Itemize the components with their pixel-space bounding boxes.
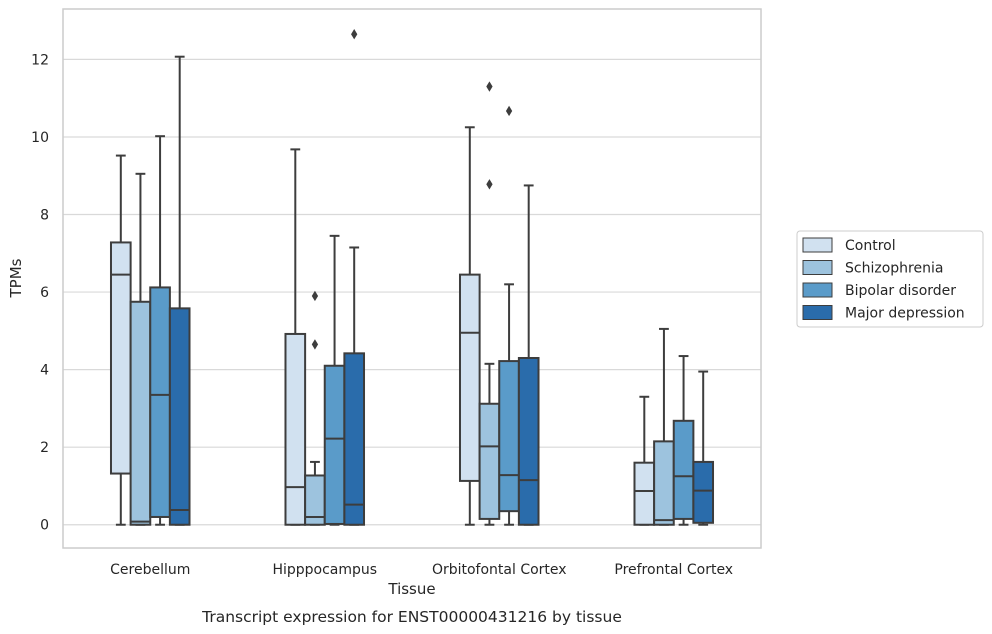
legend: Control Schizophrenia Bipolar disorder Majo…: [796, 230, 984, 328]
box-body: [129, 300, 152, 526]
legend-swatch: [802, 305, 833, 320]
y-tick-label: 0: [40, 518, 49, 534]
box-body: [498, 360, 520, 513]
box-schizophrenia: [653, 327, 675, 526]
box-body: [109, 241, 132, 475]
box-control: [633, 395, 656, 526]
x-tick-labels: Cerebellum Hipppocampus Orbitofontal Corte…: [110, 562, 733, 578]
box-bipolar-disorder: [672, 355, 695, 526]
box-major-depression: [343, 29, 366, 526]
box-bipolar-disorder: [323, 234, 346, 526]
boxes-group: [109, 29, 715, 526]
chart-caption: Transcript expression for ENST0000043121…: [201, 608, 622, 626]
box-major-depression: [517, 184, 540, 526]
box-body: [633, 461, 656, 526]
box-major-depression: [168, 55, 191, 526]
legend-label: Bipolar disorder: [845, 283, 956, 299]
y-axis-label: TPMs: [7, 258, 25, 298]
box-body: [149, 286, 171, 518]
legend-swatch: [802, 237, 833, 253]
y-tick-label: 4: [40, 363, 49, 379]
outlier-point: [505, 105, 513, 117]
outlier-point: [486, 81, 493, 92]
legend-label: Schizophrenia: [845, 261, 943, 277]
y-tick-label: 12: [31, 52, 49, 68]
box-control: [109, 154, 132, 526]
box-body: [323, 364, 346, 525]
box-body: [672, 419, 695, 520]
outlier-point: [311, 339, 319, 350]
box-body: [653, 440, 675, 526]
outlier-point: [351, 29, 358, 40]
legend-label: Major depression: [845, 306, 965, 322]
box-body: [478, 402, 501, 520]
box-schizophrenia: [478, 81, 501, 526]
plot-frame: [62, 8, 762, 549]
box-body: [343, 352, 366, 526]
x-tick-label: Cerebellum: [110, 562, 190, 578]
legend-swatch: [802, 260, 833, 275]
x-tick-label: Orbitofontal Cortex: [432, 562, 567, 578]
box-body: [284, 332, 307, 526]
y-tick-labels: 0 2 4 6 8 10 12: [31, 52, 49, 533]
y-tick-label: 10: [31, 130, 49, 146]
box-bipolar-disorder: [498, 105, 520, 526]
outlier-point: [311, 290, 319, 302]
box-major-depression: [692, 370, 715, 526]
y-tick-label: 2: [40, 440, 49, 456]
x-tick-label: Prefrontal Cortex: [614, 562, 733, 578]
y-tick-label: 6: [40, 285, 49, 301]
box-body: [168, 307, 191, 526]
x-tick-label: Hipppocampus: [272, 562, 377, 578]
legend-label: Control: [845, 238, 896, 254]
y-tick-label: 8: [40, 208, 49, 224]
box-body: [517, 356, 540, 526]
legend-frame: [796, 230, 984, 328]
box-control: [284, 148, 307, 526]
box-control: [458, 126, 481, 526]
box-body: [458, 273, 481, 482]
x-axis-label: Tissue: [387, 580, 435, 598]
box-body: [692, 460, 715, 524]
outlier-point: [486, 179, 493, 190]
legend-swatch: [802, 282, 833, 298]
